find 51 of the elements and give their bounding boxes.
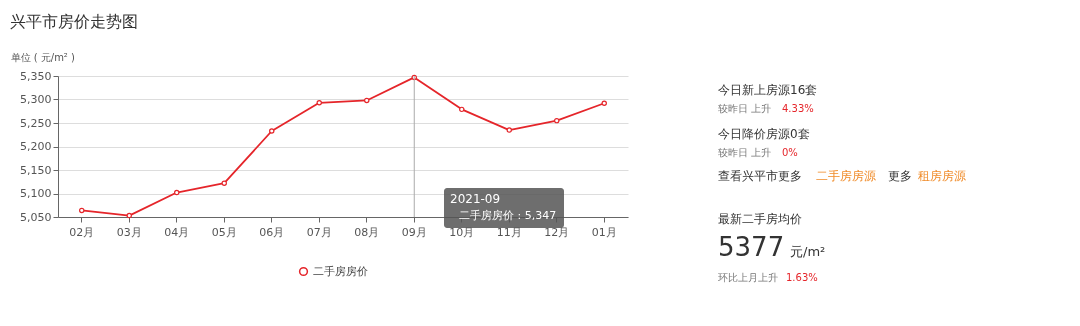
x-tick-label: 11月 [496,225,522,239]
point [411,74,417,81]
y-tick-label: 5,250 [20,116,52,130]
x-tick-label: 09月 [401,225,427,239]
text: 今日新上房源16套 [718,83,818,97]
text: 租房房源 [918,169,966,183]
x-tick-label: 03月 [116,225,142,239]
y-tick-label: 5,100 [20,187,52,200]
x-tick-label: 01月 [591,225,617,239]
annotation: 二手房房价 : 5,347 [459,209,557,222]
text: 更多 [888,169,912,183]
text: 今日降价房源0套 [718,127,810,141]
point [601,100,607,106]
point [221,180,227,186]
x-tick-label: 06月 [259,225,285,239]
y-tick-label: 5,150 [20,163,52,177]
annotation: 2021-09 [450,192,501,206]
y-tick-label: 5,350 [20,69,52,83]
y-tick-label: 5,200 [20,140,52,153]
y-tick-label: 5,050 [20,210,52,224]
x-tick-label: 08月 [354,225,380,239]
text: 1.63% [786,272,818,283]
point [506,127,512,133]
y-axis-title: 单位 ( 元/m² ) [10,51,76,63]
x-tick-label: 02月 [69,225,95,239]
point [174,189,180,196]
x-tick-label: 10月 [449,225,475,239]
text: 最新二手房均价 [718,212,802,226]
point [364,97,370,104]
y-tick-label: 5,300 [20,93,52,106]
x-tick-label: 05月 [211,225,237,239]
point [79,207,85,214]
text: 较昨日 上升 [718,147,772,158]
chart-title: 兴平市房价走势图 [10,12,138,31]
text: 查看兴平市更多 [718,169,802,183]
text: 较昨日 上升 [718,103,772,114]
text: 环比上月上升 [718,272,778,283]
point [269,128,275,134]
text: 5377 [718,232,785,262]
point [554,117,560,124]
text: 二手房房源 [816,169,876,183]
text: 0% [782,147,798,158]
legend-label: 二手房房价 [313,264,368,278]
text: 4.33% [782,103,814,114]
text: 元/m² [790,244,826,259]
point [316,100,322,106]
point [126,212,132,219]
x-tick-label: 12月 [544,225,570,239]
x-tick-label: 07月 [306,225,332,239]
point [459,106,465,113]
x-tick-label: 04月 [164,225,190,239]
